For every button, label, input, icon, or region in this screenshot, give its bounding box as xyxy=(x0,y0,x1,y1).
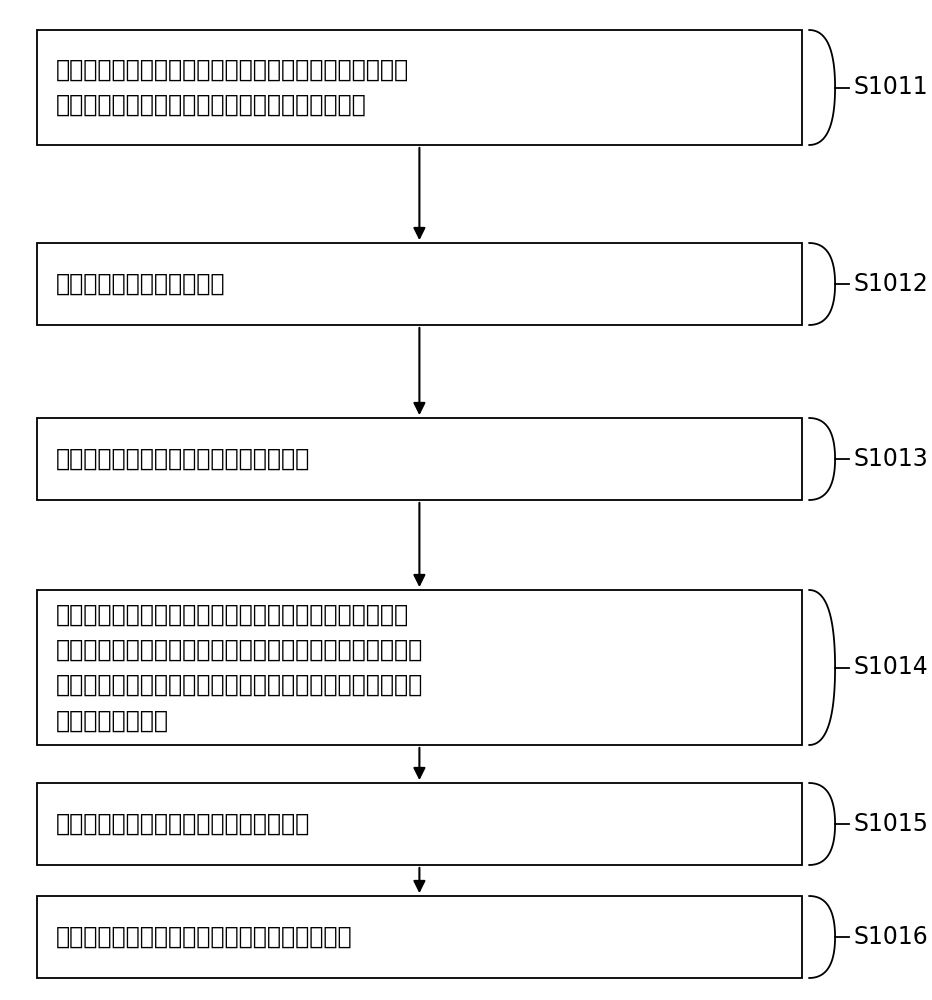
Text: 在镀完第二金属层的预制基板上形成串口: 在镀完第二金属层的预制基板上形成串口 xyxy=(56,812,310,836)
Text: S1015: S1015 xyxy=(854,812,928,836)
Text: S1014: S1014 xyxy=(854,656,928,680)
Text: 在镀完第一金属层的预制基板上制作线路: 在镀完第一金属层的预制基板上制作线路 xyxy=(56,447,310,471)
FancyBboxPatch shape xyxy=(37,783,802,865)
Text: S1011: S1011 xyxy=(854,76,928,100)
Text: 在预制基板上镀第一金属层: 在预制基板上镀第一金属层 xyxy=(56,272,226,296)
Text: S1012: S1012 xyxy=(854,272,928,296)
Text: 在形成串口后的预制基板上进行表层抗氧化处理: 在形成串口后的预制基板上进行表层抗氧化处理 xyxy=(56,925,352,949)
Text: S1013: S1013 xyxy=(854,447,928,471)
Text: S1016: S1016 xyxy=(854,925,928,949)
FancyBboxPatch shape xyxy=(37,243,802,325)
FancyBboxPatch shape xyxy=(37,418,802,500)
FancyBboxPatch shape xyxy=(37,30,802,145)
Text: 在每个收容槽的外围均形成贯穿基板的第一通孔、以及在
每个收容槽内的第一定位台阶上形成贯穿该第一定位台阶的
第二通孔，然后继续在预制基板上镀第二金属层并填充该第
: 在每个收容槽的外围均形成贯穿基板的第一通孔、以及在 每个收容槽内的第一定位台阶上… xyxy=(56,602,423,733)
FancyBboxPatch shape xyxy=(37,896,802,978)
FancyBboxPatch shape xyxy=(37,590,802,745)
Text: 提供陶瓷坯片，在陶瓷坯片上形成收容槽、第一定位台阶
和第二定位台阶，然后进行高温烧结得到预制基板: 提供陶瓷坯片，在陶瓷坯片上形成收容槽、第一定位台阶 和第二定位台阶，然后进行高温… xyxy=(56,58,409,117)
